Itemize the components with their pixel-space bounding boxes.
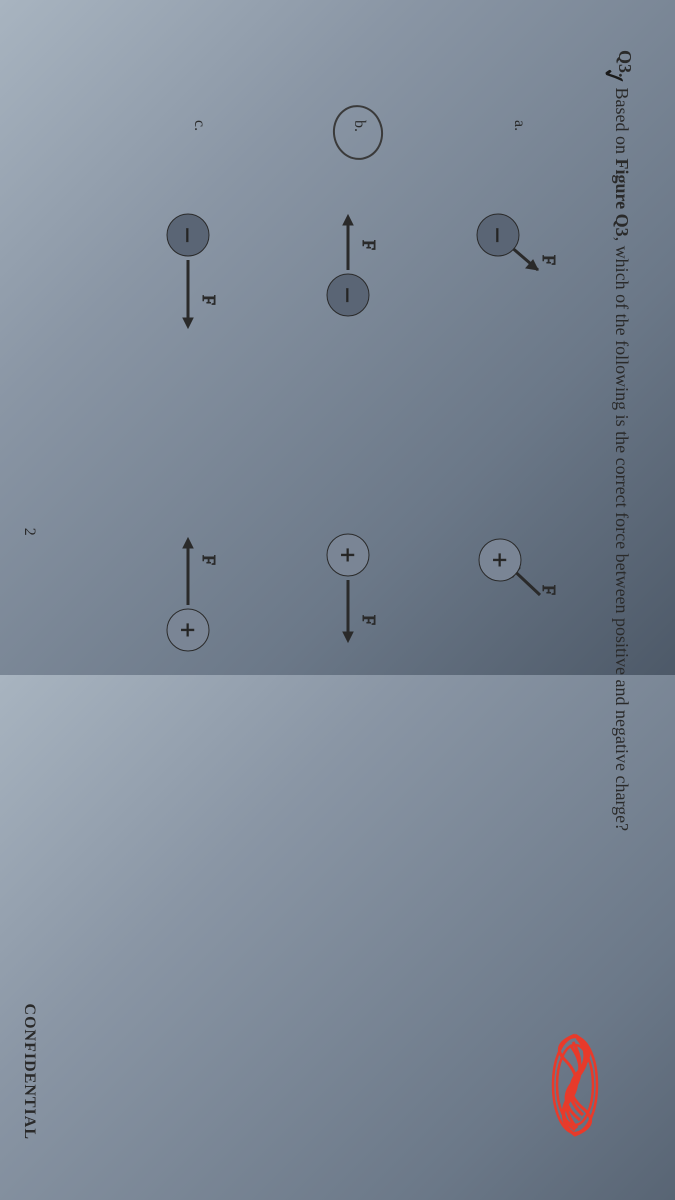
option-b-negative: F − — [318, 210, 378, 360]
force-label: F — [199, 555, 218, 565]
option-a-label: a. — [510, 120, 528, 131]
q-text-2: , which of the following is the correct … — [612, 237, 632, 831]
option-c-pos-arrow: F + — [158, 530, 218, 700]
option-b: b. F − + F — [268, 150, 408, 1150]
question-header: Q3. Based on Figure Q3, which of the fol… — [608, 50, 635, 1150]
svg-text:+: + — [333, 548, 362, 563]
svg-text:−: − — [331, 287, 362, 303]
question-text: Based on Figure Q3, which of the followi… — [608, 88, 635, 832]
option-b-circled — [329, 101, 388, 164]
option-c-neg-arrow: − F — [158, 210, 218, 380]
worksheet-page: ✓ Q3. Based on Figure Q3, which of the f… — [0, 0, 675, 1200]
option-b-positive: + F — [318, 530, 378, 680]
options-list: a. F − F + — [108, 50, 568, 1150]
option-c-positive: F + — [158, 530, 218, 700]
option-a-negative: F − — [468, 210, 558, 310]
option-a: a. F − F + — [428, 150, 568, 1150]
q-text-1: Based on — [612, 88, 632, 159]
page-number: 2 — [20, 528, 38, 536]
page-footer: 2 CONFIDENTIAL — [20, 0, 38, 1200]
option-c: c. − F F + — [108, 150, 248, 1150]
force-label: F — [359, 240, 378, 250]
figure-ref: Figure Q3 — [612, 159, 632, 237]
force-label: F — [539, 255, 558, 265]
svg-text:+: + — [485, 553, 514, 568]
force-label: F — [539, 585, 558, 595]
option-b-pos-arrow: + F — [318, 530, 378, 680]
option-a-positive: F + — [468, 530, 558, 630]
svg-text:−: − — [481, 227, 512, 243]
svg-text:+: + — [173, 623, 202, 638]
force-label: F — [359, 615, 378, 625]
option-a-pos-arrow: F + — [468, 530, 558, 630]
confidential-watermark: CONFIDENTIAL — [20, 1004, 38, 1140]
force-label: F — [199, 295, 218, 305]
svg-text:−: − — [171, 227, 202, 243]
option-a-neg-arrow: F − — [468, 210, 558, 310]
option-b-label: b. — [350, 120, 368, 132]
option-b-neg-arrow: F − — [318, 210, 378, 360]
option-c-negative: − F — [158, 210, 218, 380]
option-c-label: c. — [190, 120, 208, 131]
